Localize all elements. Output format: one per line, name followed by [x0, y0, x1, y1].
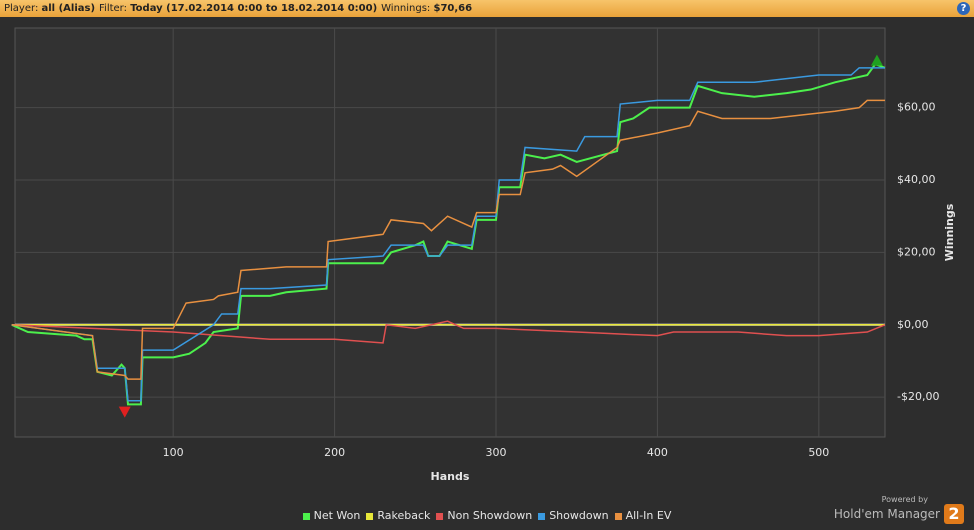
y-tick-label: $60,00	[897, 101, 936, 114]
legend-label: Non Showdown	[447, 509, 533, 522]
plot-area	[14, 27, 886, 438]
header-label: Winnings:	[381, 3, 431, 14]
series-line	[11, 99, 885, 380]
extreme-marker	[870, 54, 883, 66]
y-tick-label: $40,00	[897, 173, 936, 186]
legend-label: Rakeback	[377, 509, 431, 522]
header-value: $70,66	[433, 3, 473, 14]
y-axis-label: Winnings	[943, 203, 956, 261]
x-tick-label: 200	[324, 446, 345, 459]
legend-swatch	[436, 512, 444, 520]
header-label: Filter:	[99, 3, 127, 14]
branding: Powered by Hold'em Manager 2	[833, 494, 964, 524]
legend-label: All-In EV	[625, 509, 672, 522]
x-tick-label: 100	[163, 446, 184, 459]
legend-item: Non Showdown	[436, 509, 532, 522]
header-bar: Player: all (Alias) Filter: Today (17.02.…	[0, 0, 974, 17]
legend-swatch	[538, 512, 546, 520]
x-tick-label: 500	[808, 446, 829, 459]
legend-swatch	[614, 512, 622, 520]
series-line	[11, 320, 886, 344]
x-axis-label: Hands	[431, 470, 470, 483]
legend-label: Net Won	[313, 509, 361, 522]
legend-item: All-In EV	[614, 509, 672, 522]
x-tick-label: 300	[486, 446, 507, 459]
legend-item: Rakeback	[366, 509, 430, 522]
header-label: Player:	[4, 3, 39, 14]
series-line	[11, 67, 885, 402]
y-tick-label: -$20,00	[897, 390, 939, 403]
legend-swatch	[366, 512, 374, 520]
y-tick-label: $0,00	[897, 318, 929, 331]
header-value: Today (17.02.2014 0:00 to 18.02.2014 0:0…	[130, 3, 378, 14]
brand-logo: 2	[944, 504, 964, 524]
header-value: all (Alias)	[41, 3, 96, 14]
x-tick-label: 400	[647, 446, 668, 459]
legend-item: Net Won	[302, 509, 361, 522]
y-tick-label: $20,00	[897, 245, 936, 258]
extreme-marker	[118, 406, 131, 418]
brand-name: Hold'em Manager	[833, 507, 940, 521]
help-button[interactable]: ?	[957, 2, 970, 15]
legend-item: Showdown	[538, 509, 609, 522]
powered-by: Powered by	[881, 494, 928, 504]
legend-label: Showdown	[549, 509, 609, 522]
legend: Net Won Rakeback Non Showdown Showdown All-I…	[0, 509, 974, 522]
chart: 100 200 300 400 500 -$20,00 $0,00 $20,00 $40,00 $…	[11, 27, 956, 483]
legend-swatch	[302, 512, 310, 520]
